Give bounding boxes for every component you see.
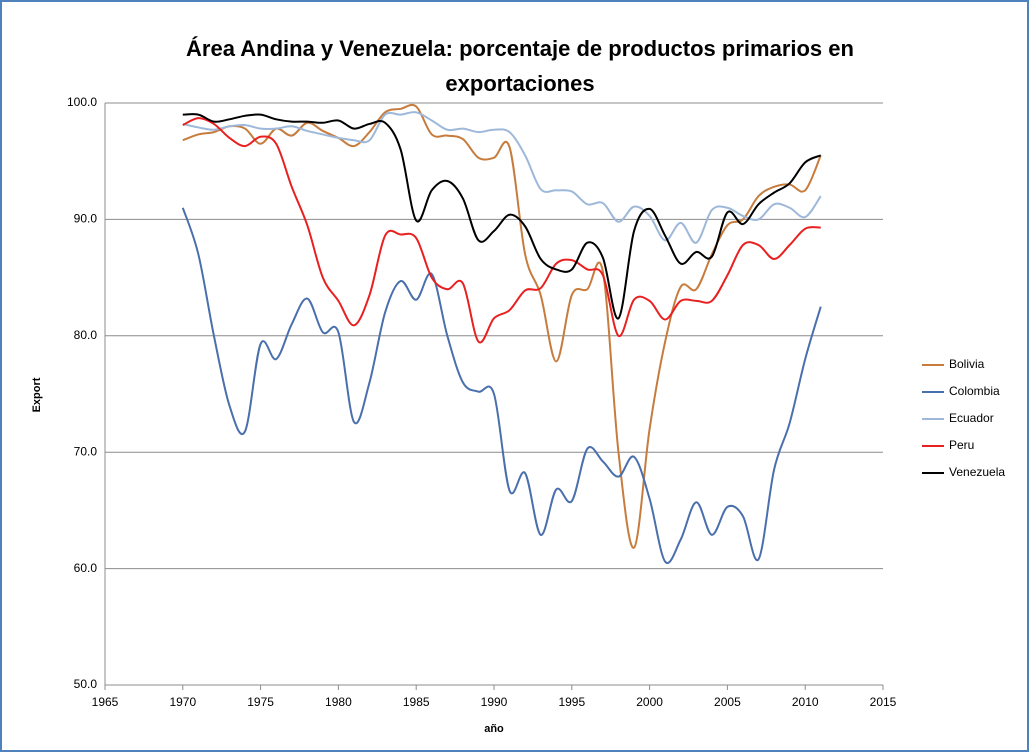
legend-label: Peru xyxy=(949,438,974,452)
y-tick-label: 100.0 xyxy=(67,95,97,109)
legend-label: Colombia xyxy=(949,384,1000,398)
y-tick-label: 70.0 xyxy=(74,444,98,458)
x-tick-label: 1995 xyxy=(558,695,585,709)
legend-label: Bolivia xyxy=(949,357,985,371)
y-tick-label: 60.0 xyxy=(74,561,98,575)
series-line xyxy=(182,113,822,320)
legend-label: Ecuador xyxy=(949,411,994,425)
x-tick-label: 1975 xyxy=(247,695,274,709)
x-tick-label: 2005 xyxy=(714,695,741,709)
series-line xyxy=(182,117,821,344)
chart-title: Área Andina y Venezuela: porcentaje de p… xyxy=(186,36,854,61)
x-tick-label: 1970 xyxy=(169,695,196,709)
y-axis-label: Export xyxy=(31,377,43,412)
legend-label: Venezuela xyxy=(949,465,1005,479)
x-axis-label: año xyxy=(484,723,504,735)
x-tick-label: 2000 xyxy=(636,695,663,709)
series-line xyxy=(182,111,822,244)
x-tick-label: 1990 xyxy=(481,695,508,709)
x-tick-label: 2010 xyxy=(792,695,819,709)
chart-title: exportaciones xyxy=(445,71,594,96)
x-tick-label: 1965 xyxy=(92,695,119,709)
series-line xyxy=(181,207,822,565)
y-tick-label: 80.0 xyxy=(74,328,98,342)
x-tick-label: 1980 xyxy=(325,695,352,709)
x-tick-label: 2015 xyxy=(870,695,897,709)
x-tick-label: 1985 xyxy=(403,695,430,709)
y-tick-label: 50.0 xyxy=(74,677,98,691)
y-tick-label: 90.0 xyxy=(74,212,98,226)
